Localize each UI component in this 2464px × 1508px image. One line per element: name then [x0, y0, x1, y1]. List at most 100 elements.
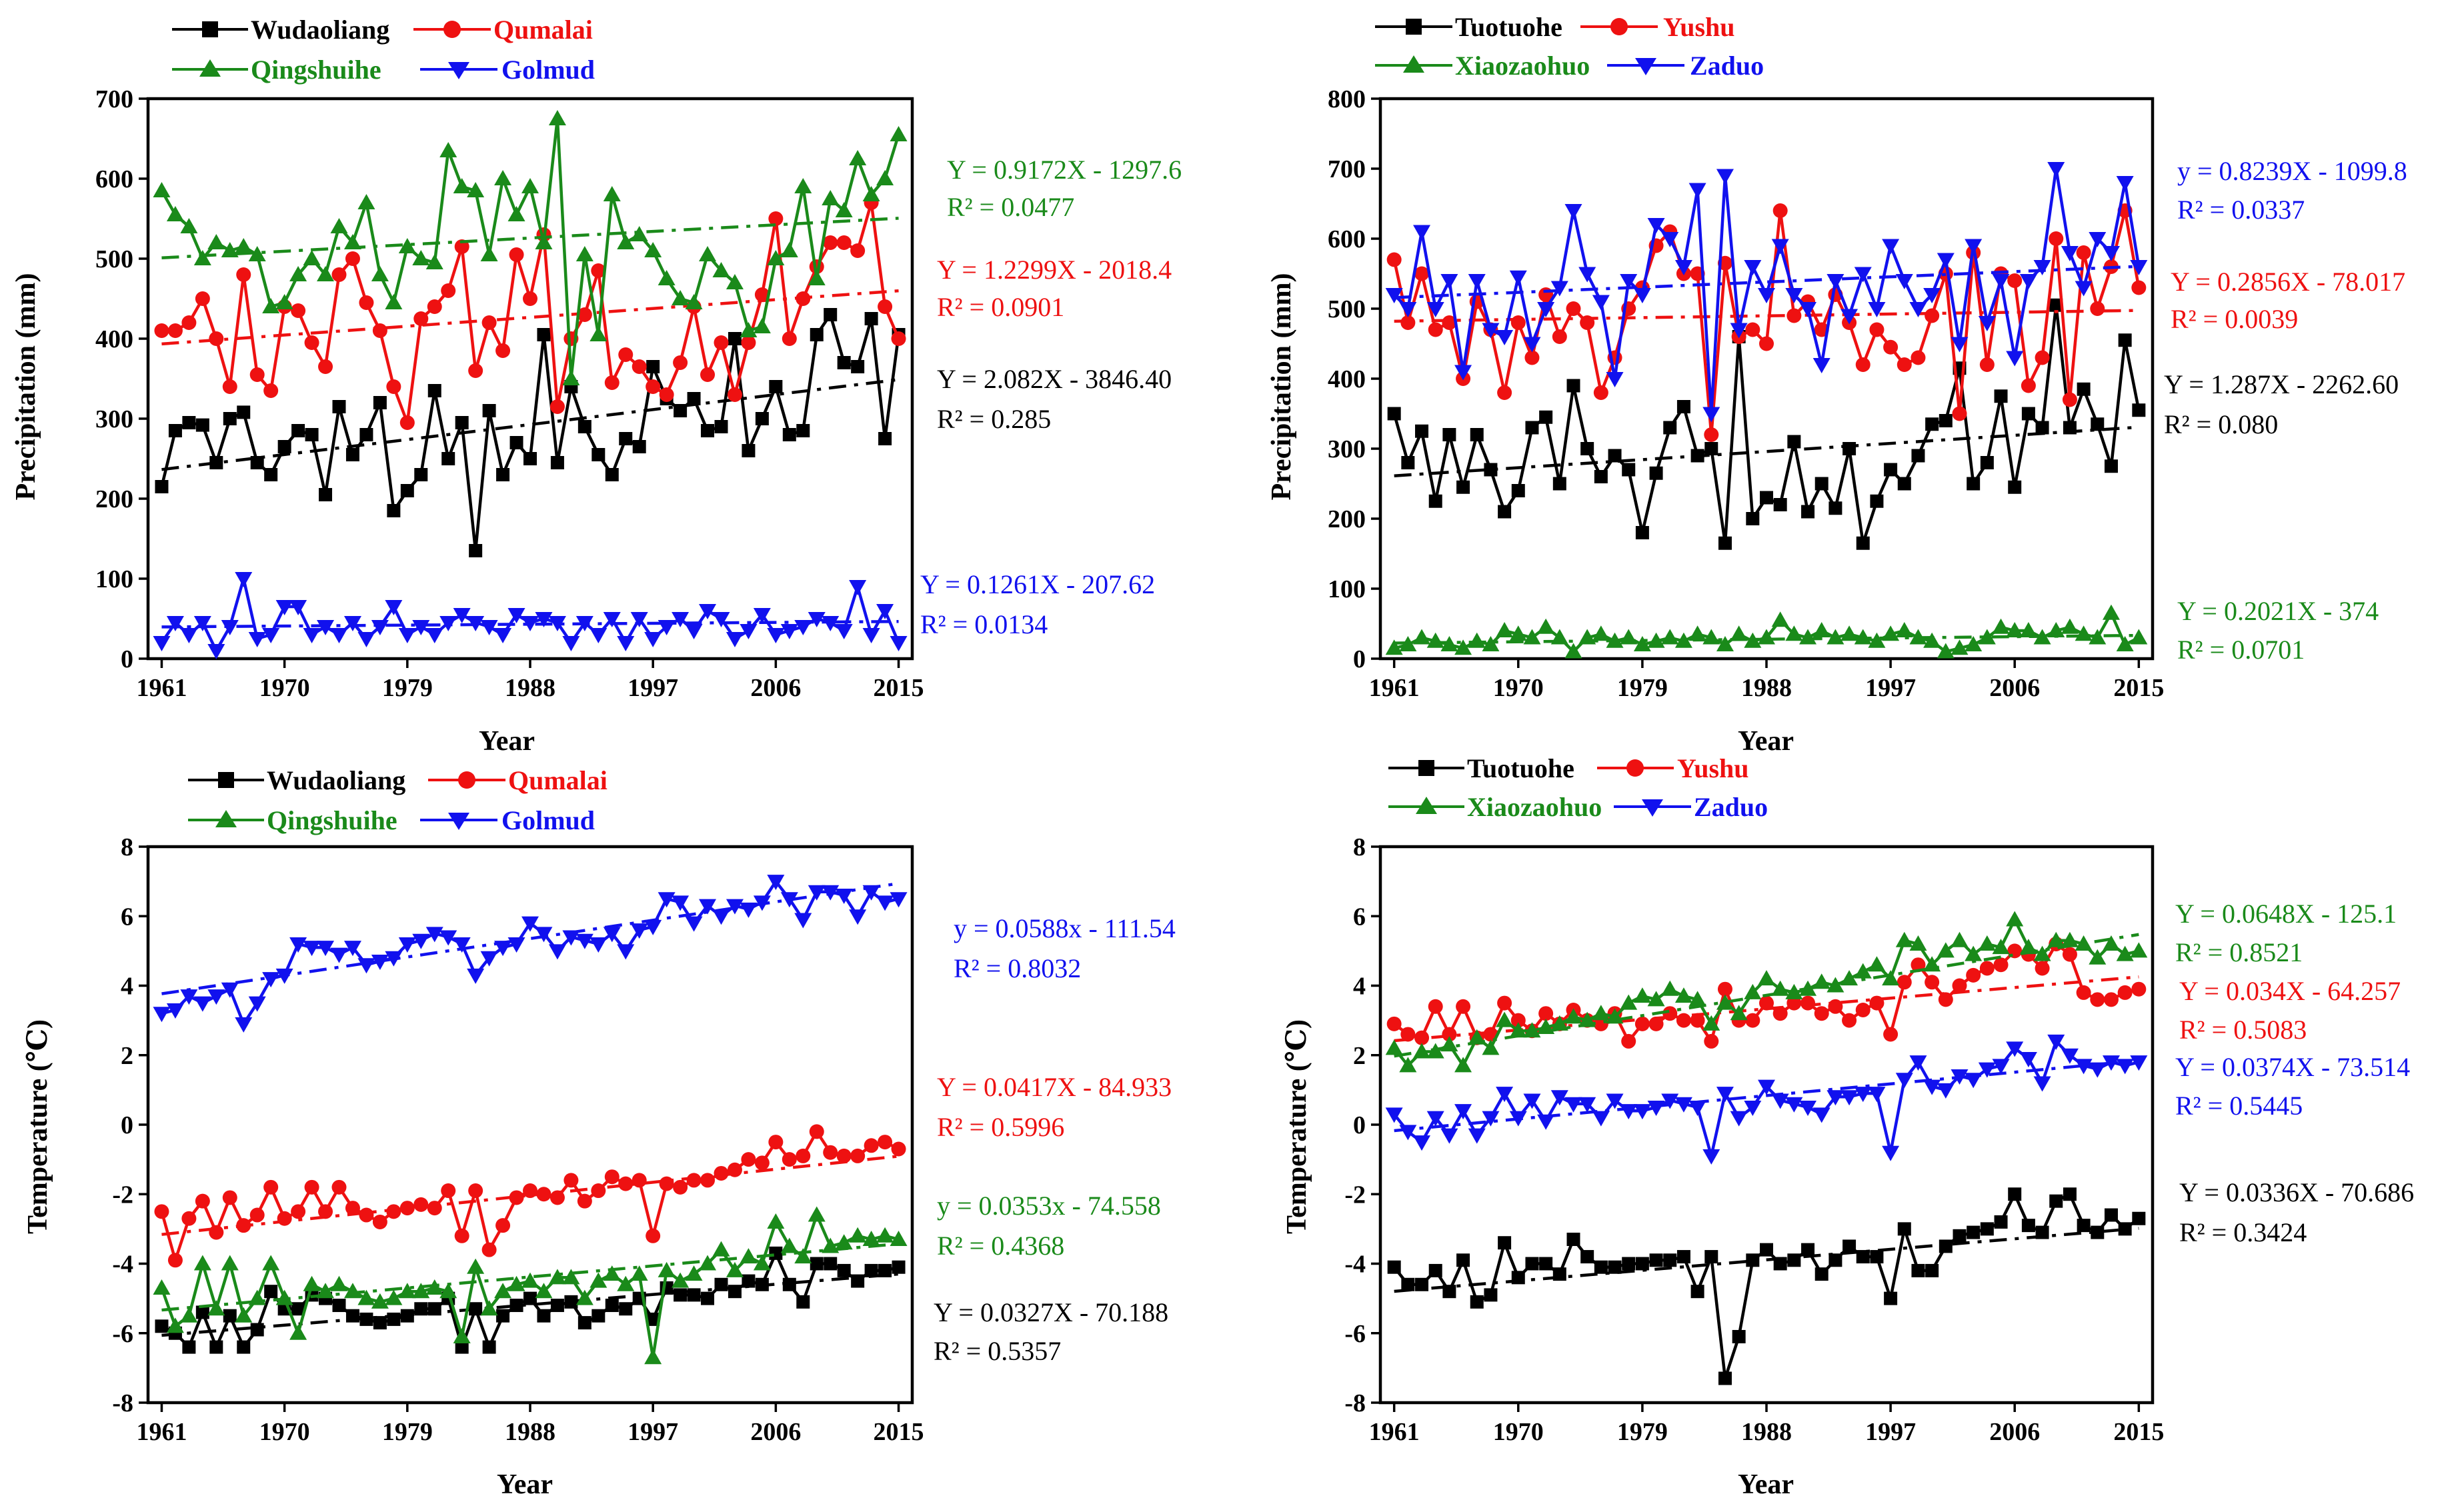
- data-point-xiaozaohuo: [1550, 1015, 1568, 1031]
- data-point-zaduo: [1399, 1125, 1417, 1141]
- data-point-zaduo: [1661, 232, 1679, 247]
- data-point-qingshuihe: [248, 1289, 266, 1305]
- data-point-qumalai: [372, 323, 387, 338]
- data-point-zaduo: [1426, 1111, 1444, 1127]
- data-point-tuotuohe: [1953, 1229, 1967, 1243]
- data-point-golmud: [330, 947, 348, 963]
- y-tick-label: 400: [1328, 365, 1366, 393]
- data-point-yushu: [2062, 947, 2077, 962]
- data-point-tuotuohe: [1801, 1243, 1815, 1257]
- data-point-tuotuohe: [1897, 1222, 1911, 1236]
- data-point-qingshuihe: [862, 186, 880, 201]
- data-point-xiaozaohuo: [1674, 987, 1692, 1003]
- data-point-tuotuohe: [2118, 1222, 2132, 1236]
- data-point-qingshuihe: [562, 370, 580, 385]
- data-point-tuotuohe: [1470, 1295, 1484, 1309]
- data-point-tuotuohe: [2091, 1225, 2105, 1239]
- data-point-xiaozaohuo: [1578, 1011, 1596, 1027]
- data-point-wudaoliang: [550, 1299, 564, 1313]
- data-point-golmud: [617, 944, 635, 960]
- data-point-tuotuohe: [1925, 417, 1939, 431]
- data-point-qingshuihe: [507, 1275, 525, 1291]
- data-point-xiaozaohuo: [1468, 632, 1486, 648]
- series-zaduo: [1385, 162, 2148, 423]
- data-point-zaduo: [2130, 1055, 2148, 1071]
- y-tick-label: 200: [95, 485, 133, 513]
- data-point-golmud: [712, 612, 730, 627]
- data-point-wudaoliang: [414, 1302, 428, 1316]
- data-point-xiaozaohuo: [1799, 629, 1817, 645]
- data-point-golmud: [193, 616, 211, 631]
- trend-equations: Y = 0.9172X - 1297.6 R² = 0.0477 Y = 1.2…: [920, 155, 1182, 639]
- x-axis-label: Year: [479, 726, 535, 757]
- data-point-wudaoliang: [400, 484, 414, 497]
- data-point-xiaozaohuo: [1399, 1057, 1417, 1073]
- data-point-golmud: [412, 933, 430, 949]
- data-point-qingshuihe: [767, 1213, 785, 1229]
- data-point-golmud: [630, 612, 648, 627]
- data-point-zaduo: [2116, 1059, 2134, 1075]
- data-point-yushu: [1759, 336, 1774, 351]
- data-point-wudaoliang: [387, 504, 401, 517]
- data-point-qumalai: [195, 291, 210, 306]
- data-point-xiaozaohuo: [1385, 1039, 1403, 1055]
- data-point-qingshuihe: [303, 1275, 321, 1291]
- data-point-golmud: [808, 612, 826, 627]
- data-point-zaduo: [1578, 1097, 1596, 1113]
- data-point-xiaozaohuo: [1647, 991, 1665, 1007]
- data-point-xiaozaohuo: [1674, 632, 1692, 648]
- data-point-qingshuihe: [780, 1237, 798, 1253]
- data-point-qumalai: [263, 383, 279, 398]
- y-tick-label: -2: [112, 1181, 133, 1209]
- data-point-yushu: [1952, 978, 1967, 993]
- data-point-golmud: [658, 892, 676, 908]
- data-point-zaduo: [1620, 1104, 1638, 1120]
- data-point-golmud: [890, 636, 908, 651]
- data-point-zaduo: [2075, 1059, 2093, 1075]
- data-point-zaduo: [1978, 316, 1996, 331]
- data-point-yushu: [1745, 322, 1760, 337]
- legend-label-qingshuihe: Qingshuihe: [251, 55, 381, 85]
- data-point-qingshuihe: [548, 110, 566, 125]
- data-point-qumalai: [782, 331, 797, 346]
- data-point-yushu: [1704, 1033, 1719, 1049]
- data-point-qumalai: [836, 1148, 852, 1163]
- y-tick-label: 700: [1328, 155, 1366, 183]
- data-point-tuotuohe: [1415, 424, 1429, 438]
- data-point-qingshuihe: [467, 1258, 485, 1274]
- data-point-zaduo: [1633, 288, 1651, 303]
- data-point-wudaoliang: [400, 1309, 414, 1323]
- x-tick-label: 2006: [1989, 1418, 2040, 1446]
- data-point-qumalai: [154, 1204, 169, 1219]
- data-point-tuotuohe: [2077, 382, 2091, 396]
- data-point-xiaozaohuo: [2075, 625, 2093, 641]
- data-point-zaduo: [1482, 1111, 1500, 1127]
- data-point-golmud: [685, 916, 703, 932]
- data-point-xiaozaohuo: [1702, 629, 1720, 645]
- y-tick-label: 8: [1353, 833, 1366, 861]
- data-point-tuotuohe: [1760, 1243, 1773, 1257]
- data-point-golmud: [371, 955, 389, 971]
- series-wudaoliang: [155, 308, 906, 557]
- data-point-yushu: [1400, 1027, 1416, 1042]
- data-point-golmud: [235, 1017, 253, 1033]
- data-point-wudaoliang: [728, 1285, 742, 1299]
- data-point-yushu: [1759, 995, 1774, 1011]
- data-point-wudaoliang: [810, 1257, 824, 1271]
- legend-label-golmud: Golmud: [501, 55, 595, 85]
- data-point-golmud: [575, 933, 593, 949]
- data-point-xiaozaohuo: [2061, 618, 2079, 634]
- data-point-tuotuohe: [1690, 449, 1704, 463]
- data-point-golmud: [153, 636, 171, 651]
- data-point-golmud: [862, 885, 880, 901]
- data-point-golmud: [343, 616, 361, 631]
- data-point-wudaoliang: [250, 456, 264, 469]
- data-point-wudaoliang: [237, 1340, 251, 1354]
- y-tick-label: 800: [1328, 85, 1366, 113]
- data-point-xiaozaohuo: [1661, 629, 1679, 645]
- data-point-tuotuohe: [1608, 449, 1622, 463]
- data-point-yushu: [1828, 999, 1843, 1014]
- data-point-zaduo: [1812, 358, 1830, 373]
- data-point-tuotuohe: [1870, 1250, 1884, 1264]
- data-point-tuotuohe: [1814, 1267, 1828, 1281]
